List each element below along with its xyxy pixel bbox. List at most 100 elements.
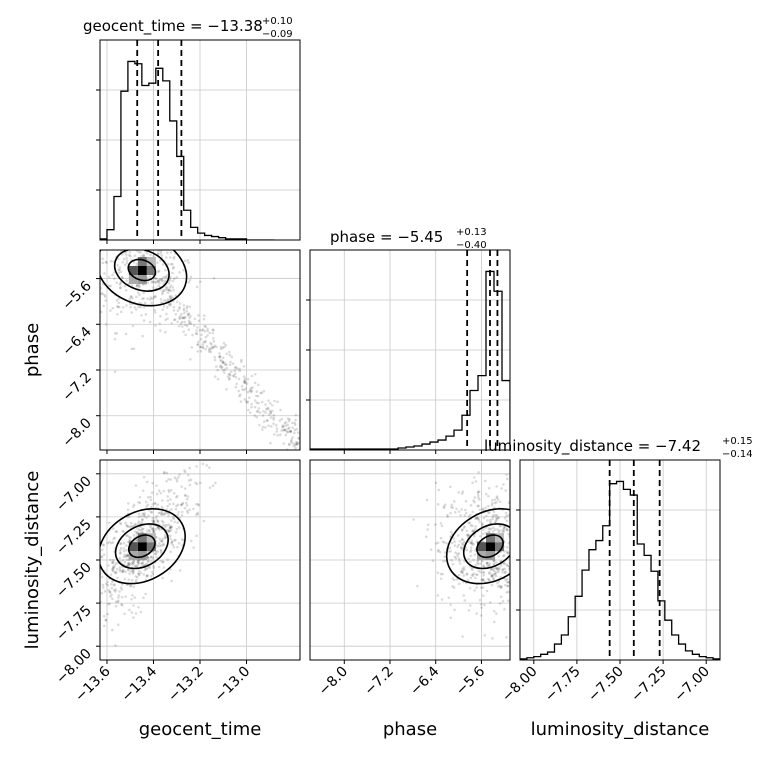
sample-point	[449, 616, 453, 620]
sample-point	[502, 529, 506, 533]
sample-point	[165, 471, 169, 475]
sample-point	[290, 439, 293, 443]
sample-point	[256, 409, 260, 413]
sample-point	[211, 331, 215, 335]
sample-point	[295, 442, 299, 446]
sample-point	[169, 528, 173, 532]
sample-point	[156, 545, 159, 548]
sample-point	[303, 444, 306, 447]
sample-point	[481, 522, 484, 526]
density-cell	[128, 542, 138, 552]
sample-point	[154, 552, 158, 556]
sample-point	[496, 528, 499, 531]
sample-point	[515, 591, 518, 594]
sample-point	[168, 529, 171, 533]
sample-point	[154, 277, 157, 280]
sample-point	[150, 505, 153, 509]
sample-point	[486, 519, 489, 522]
sample-point	[450, 505, 453, 509]
sample-point	[129, 170, 132, 173]
sample-point	[453, 544, 457, 547]
sample-point	[479, 614, 483, 617]
sample-point	[173, 538, 176, 542]
sample-point	[516, 536, 519, 539]
sample-point	[146, 281, 150, 284]
sample-point	[146, 297, 149, 300]
sample-point	[121, 276, 124, 279]
sample-point	[169, 284, 173, 287]
sample-point	[182, 309, 186, 312]
sample-point	[165, 306, 169, 309]
sample-point	[454, 551, 457, 555]
density-cell	[146, 533, 156, 543]
sample-point	[96, 597, 99, 600]
sample-point	[247, 396, 251, 399]
sample-point	[517, 564, 520, 567]
sample-point	[270, 424, 273, 428]
sample-point	[499, 586, 502, 589]
sample-point	[180, 485, 183, 488]
sample-point	[289, 430, 293, 433]
sample-point	[505, 527, 508, 531]
sample-point	[170, 540, 174, 544]
sample-point	[117, 599, 120, 603]
sample-point	[111, 597, 114, 601]
sample-point	[153, 552, 157, 555]
sample-point	[461, 528, 464, 531]
sample-point	[460, 571, 463, 574]
sample-point	[127, 564, 130, 568]
sample-point	[185, 304, 189, 308]
sample-point	[476, 561, 479, 565]
sample-point	[448, 546, 452, 550]
density-contour	[462, 523, 510, 570]
sample-point	[461, 569, 464, 573]
sample-point	[284, 424, 288, 428]
sample-point	[544, 577, 547, 580]
sample-point	[72, 637, 75, 640]
sample-point	[453, 608, 456, 612]
sample-point	[106, 580, 109, 584]
sample-point	[535, 523, 538, 526]
sample-point	[173, 318, 177, 321]
sample-point	[113, 245, 116, 248]
sample-point	[431, 559, 435, 563]
sample-point	[139, 514, 143, 518]
sample-point	[514, 562, 517, 565]
y-tick-label: −5.6	[59, 278, 94, 313]
sample-point	[164, 268, 167, 272]
sample-point	[167, 490, 171, 494]
sample-point	[161, 537, 165, 541]
sample-point	[239, 400, 243, 403]
sample-point	[120, 246, 123, 249]
sample-point	[139, 243, 142, 246]
sample-point	[231, 362, 235, 365]
sample-point	[183, 506, 187, 510]
sample-point	[111, 561, 114, 565]
sample-point	[164, 299, 168, 302]
sample-point	[474, 563, 478, 567]
sample-point	[172, 502, 175, 506]
sample-point	[218, 365, 222, 368]
sample-point	[95, 566, 98, 569]
sample-point	[116, 305, 119, 308]
sample-point	[133, 254, 137, 257]
sample-point	[293, 457, 296, 460]
sample-point	[484, 506, 487, 509]
sample-point	[95, 261, 98, 264]
sample-point	[447, 596, 451, 600]
sample-point	[485, 514, 488, 518]
sample-point	[489, 521, 492, 524]
sample-point	[125, 558, 129, 562]
sample-point	[131, 208, 134, 211]
sample-point	[150, 301, 154, 305]
sample-point	[216, 368, 219, 372]
sample-point	[491, 637, 494, 640]
sample-point	[463, 525, 466, 528]
sample-point	[91, 314, 94, 317]
sample-point	[470, 573, 474, 577]
sample-point	[119, 546, 123, 550]
sample-point	[195, 534, 198, 538]
sample-point	[500, 487, 503, 490]
sample-point	[109, 573, 113, 576]
sample-point	[206, 334, 209, 337]
